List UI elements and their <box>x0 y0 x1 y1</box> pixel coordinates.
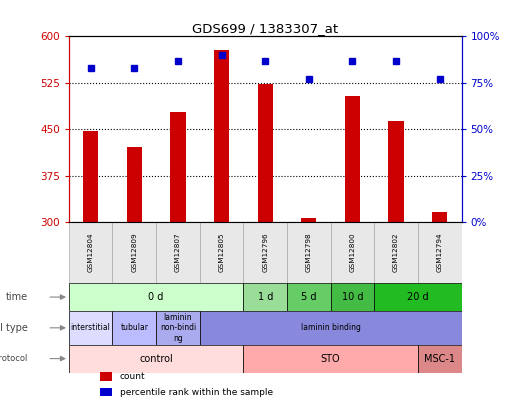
Bar <box>156 311 200 345</box>
Bar <box>287 222 330 283</box>
Bar <box>156 222 200 283</box>
Bar <box>374 283 461 311</box>
Text: GSM12800: GSM12800 <box>349 233 355 273</box>
Bar <box>112 311 156 345</box>
Bar <box>200 311 461 345</box>
Bar <box>431 212 446 222</box>
Text: interstitial: interstitial <box>71 323 110 333</box>
Text: laminin
non-bindi
ng: laminin non-bindi ng <box>159 313 195 343</box>
Bar <box>243 222 287 283</box>
Text: 1 d: 1 d <box>257 292 272 302</box>
Bar <box>112 222 156 283</box>
Text: 0 d: 0 d <box>148 292 163 302</box>
Bar <box>417 345 461 373</box>
Text: STO: STO <box>320 354 340 364</box>
Text: MSC-1: MSC-1 <box>423 354 455 364</box>
Bar <box>213 50 229 222</box>
Bar <box>344 96 359 222</box>
Bar <box>417 222 461 283</box>
Text: count: count <box>120 372 145 381</box>
Bar <box>257 83 272 222</box>
Text: growth protocol: growth protocol <box>0 354 27 363</box>
Bar <box>200 222 243 283</box>
Bar <box>330 222 374 283</box>
Bar <box>69 222 112 283</box>
Bar <box>287 283 330 311</box>
Text: GSM12807: GSM12807 <box>175 233 181 273</box>
Bar <box>388 121 403 222</box>
Bar <box>83 131 98 222</box>
Bar <box>301 218 316 222</box>
Text: GSM12805: GSM12805 <box>218 233 224 273</box>
Bar <box>100 388 112 396</box>
Text: GSM12798: GSM12798 <box>305 233 311 273</box>
Bar <box>330 283 374 311</box>
Bar <box>243 283 287 311</box>
Text: 20 d: 20 d <box>406 292 428 302</box>
Bar <box>243 345 417 373</box>
Bar <box>170 112 185 222</box>
Text: GSM12794: GSM12794 <box>436 233 442 273</box>
Bar <box>374 222 417 283</box>
Text: time: time <box>6 292 27 302</box>
Text: GSM12804: GSM12804 <box>88 233 94 273</box>
Bar <box>69 283 243 311</box>
Text: tubular: tubular <box>120 323 148 333</box>
Text: GSM12809: GSM12809 <box>131 233 137 273</box>
Bar <box>69 311 112 345</box>
Text: 5 d: 5 d <box>300 292 316 302</box>
Text: GSM12802: GSM12802 <box>392 233 399 273</box>
Text: laminin binding: laminin binding <box>300 323 360 333</box>
Bar <box>69 345 243 373</box>
Bar <box>100 372 112 381</box>
Text: GSM12796: GSM12796 <box>262 233 268 273</box>
Title: GDS699 / 1383307_at: GDS699 / 1383307_at <box>192 22 337 35</box>
Text: 10 d: 10 d <box>341 292 362 302</box>
Text: cell type: cell type <box>0 323 27 333</box>
Text: control: control <box>139 354 173 364</box>
Text: percentile rank within the sample: percentile rank within the sample <box>120 388 272 396</box>
Bar <box>126 147 142 222</box>
